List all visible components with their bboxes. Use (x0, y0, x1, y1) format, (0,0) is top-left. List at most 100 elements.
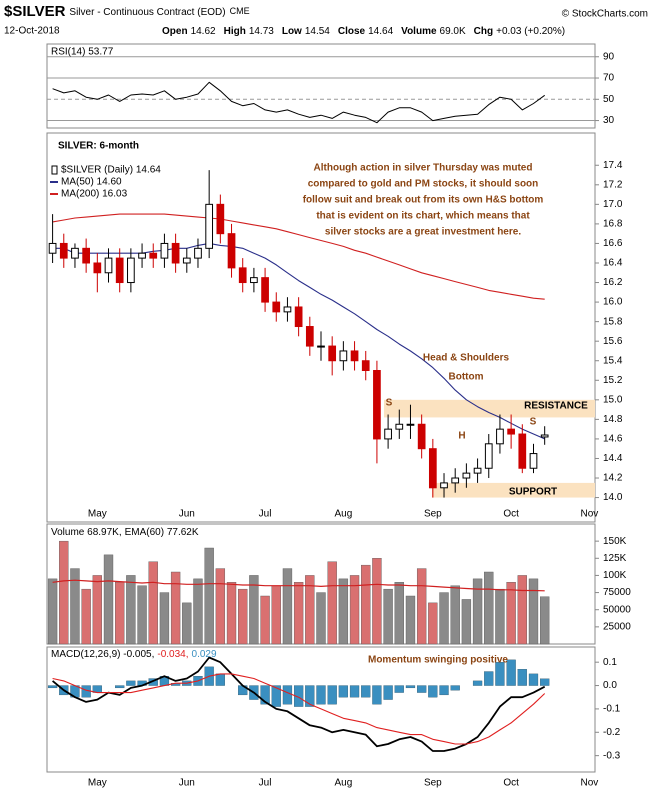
x-tick-label: Jul (259, 509, 272, 520)
x-tick-label: Oct (503, 509, 519, 520)
quote-label: Close (338, 26, 366, 37)
candle-body (149, 252, 158, 259)
volume-bar (271, 585, 281, 645)
volume-bar (484, 571, 494, 645)
legend-entry: -0.034, (157, 649, 188, 660)
candle-body (384, 428, 392, 440)
y-tick-label: 50 (603, 94, 615, 105)
x-tick-label: Jun (179, 509, 195, 520)
y-tick-label: 50000 (603, 604, 631, 615)
y-tick-label: 16.2 (603, 277, 623, 288)
histogram-bar (528, 673, 539, 686)
annotation: Momentum swinging positive (368, 655, 508, 666)
candle-body (171, 242, 180, 264)
histogram-bar (282, 685, 293, 705)
histogram-bar (394, 685, 404, 693)
y-tick-label: 150K (603, 536, 627, 547)
candle-body (216, 203, 225, 235)
commentary: Although action in silver Thursday was m… (314, 163, 533, 174)
legend: Volume 68.97K, EMA(60) 77.62K (51, 527, 199, 538)
symbol: $SILVER (4, 3, 66, 20)
candle-body (484, 443, 493, 469)
volume-bar (238, 588, 248, 645)
histogram-bar (361, 685, 371, 698)
y-tick-label: 70 (603, 73, 615, 84)
candle-body (194, 247, 202, 259)
x-tick-label: Aug (334, 778, 352, 789)
volume-bar (103, 554, 114, 645)
y-tick-label: 14.4 (603, 453, 623, 464)
candle-body (127, 257, 135, 284)
pattern-title: Bottom (449, 372, 484, 383)
volume-bar (170, 571, 181, 645)
legend-entry: MACD(12,26,9) -0.005, (51, 649, 154, 660)
commentary: silver stocks are a great investment her… (325, 227, 521, 238)
y-tick-label: 100K (603, 570, 627, 581)
y-tick-label: 14.2 (603, 473, 623, 484)
x-tick-label: Aug (334, 509, 352, 520)
y-tick-label: -0.3 (603, 750, 621, 761)
histogram-bar (484, 671, 494, 686)
candle-body (138, 252, 146, 259)
x-tick-label: May (88, 778, 107, 789)
y-tick-label: 30 (603, 115, 615, 126)
candle-body (82, 247, 90, 264)
legend-entry: Volume 68.97K, (51, 527, 122, 538)
volume-bar (215, 568, 226, 645)
volume-bar (383, 588, 393, 645)
volume-bar (517, 575, 527, 645)
candle-body (93, 262, 102, 274)
candle-body (339, 350, 348, 362)
candle-body (395, 423, 404, 430)
volume-bar (428, 602, 438, 645)
volume-bar (226, 582, 237, 645)
quote-label: Chg (474, 26, 493, 37)
volume-bar (338, 578, 349, 645)
candle-body (473, 467, 482, 474)
candle-body (238, 267, 247, 284)
volume-bar (159, 592, 170, 645)
volume-bar (182, 602, 192, 645)
x-tick-label: Sep (424, 778, 442, 789)
y-tick-label: 90 (603, 51, 615, 62)
y-tick-label: 125K (603, 553, 627, 564)
volume-bar (126, 575, 136, 645)
y-tick-label: 17.4 (603, 160, 623, 171)
volume-bar (148, 561, 158, 645)
volume-bar (92, 575, 102, 645)
volume-bar (70, 568, 80, 645)
x-tick-label: Sep (424, 509, 442, 520)
commentary: that is evident on its chart, which mean… (316, 211, 530, 222)
y-tick-label: -0.2 (603, 727, 621, 738)
volume-bar (316, 592, 326, 645)
quote-value: 14.73 (249, 26, 274, 37)
candle-body (250, 277, 258, 284)
y-tick-label: 0.0 (603, 680, 617, 691)
candle-body (328, 345, 337, 362)
volume-bar (472, 578, 483, 645)
quote-label: Low (282, 26, 302, 37)
histogram-bar (260, 685, 270, 705)
candle-body (294, 306, 303, 328)
legend-entry: $SILVER (Daily) 14.64 (61, 165, 161, 176)
volume-bar (115, 582, 125, 645)
candle-body (283, 306, 292, 313)
y-tick-label: 14.8 (603, 414, 623, 425)
candle-body (305, 326, 314, 347)
candle-body (182, 257, 191, 264)
y-tick-label: -0.1 (603, 704, 621, 715)
pattern-label: S (530, 417, 537, 428)
quote: Open 14.62 High 14.73 Low 14.54 Close 14.64 Volu… (162, 26, 565, 37)
band-label: RESISTANCE (524, 401, 588, 412)
y-tick-label: 16.8 (603, 219, 623, 230)
histogram-bar (305, 685, 315, 707)
candle-body (496, 428, 504, 445)
volume-bar (204, 547, 214, 645)
y-tick-label: 15.2 (603, 375, 623, 386)
volume-bar (327, 561, 337, 645)
histogram-bar (126, 680, 136, 686)
histogram-bar (506, 659, 516, 686)
panel-title: SILVER: 6-month (58, 141, 139, 152)
histogram-bar (450, 685, 460, 691)
volume-bar (461, 599, 472, 645)
